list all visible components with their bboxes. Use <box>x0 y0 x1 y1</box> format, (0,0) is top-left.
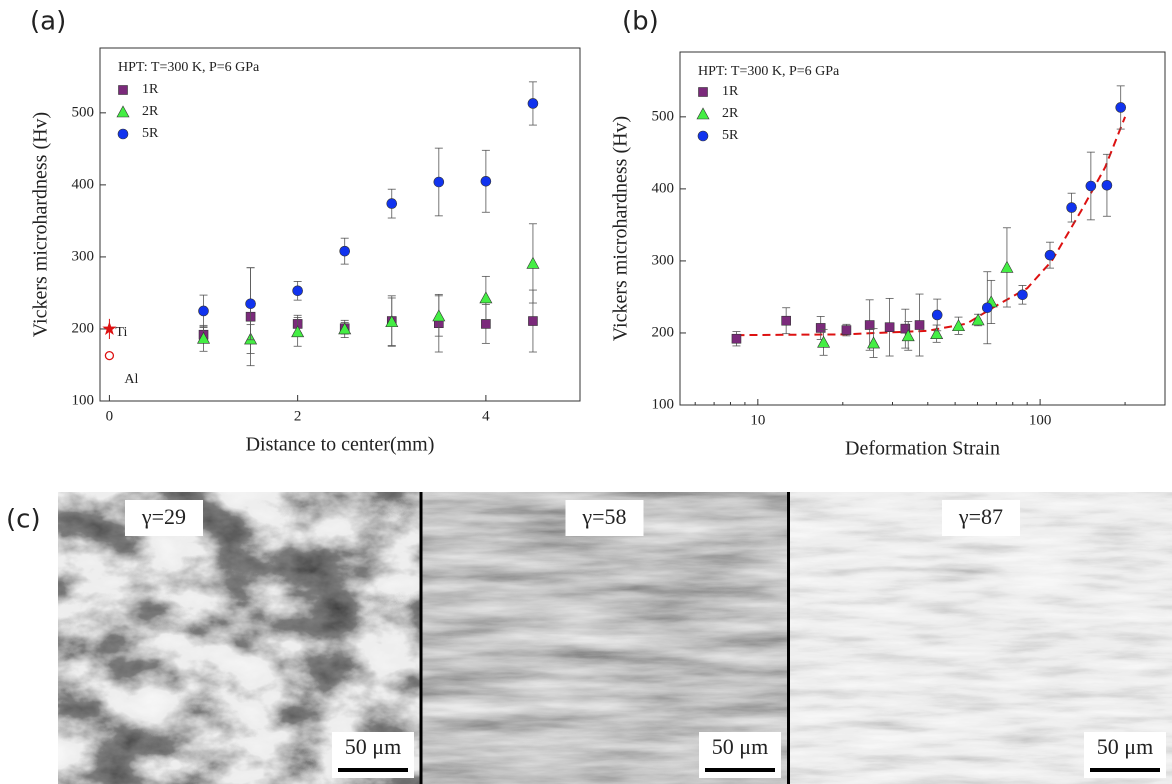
y-tick-label: 400 <box>652 180 675 196</box>
marker <box>291 325 305 338</box>
marker <box>1085 180 1097 192</box>
legend-label: 1R <box>142 82 159 97</box>
marker <box>1017 289 1028 301</box>
micrographs: (c) γ=29 50 μm γ=58 50 μm γ=87 50 μm <box>6 492 1172 784</box>
marker <box>864 320 875 330</box>
marker <box>884 322 895 332</box>
y-tick-label: 200 <box>72 320 95 336</box>
y-tick-label: 200 <box>652 324 675 340</box>
y-tick-label: 100 <box>652 396 675 412</box>
marker <box>914 320 925 330</box>
marker <box>292 285 303 297</box>
marker <box>527 98 539 109</box>
marker <box>528 316 538 326</box>
scale-label: 50 μm <box>712 734 768 759</box>
marker <box>1000 260 1014 273</box>
marker <box>338 322 352 335</box>
y-tick-label: 500 <box>72 104 95 120</box>
panel-label: (b) <box>622 7 659 37</box>
x-tick-label: 0 <box>106 408 114 424</box>
marker <box>385 315 399 328</box>
marker <box>1115 102 1127 113</box>
marker <box>817 335 831 348</box>
point-label: Ti <box>115 325 127 340</box>
point-label: Al <box>124 372 138 387</box>
marker <box>339 245 351 257</box>
plot-frame <box>99 47 581 402</box>
marker <box>479 291 493 304</box>
charts: (a) 100 200 300 400 500 0 2 4 Distance to center(… <box>30 7 1166 460</box>
marker <box>1101 179 1113 191</box>
marker <box>1066 202 1077 213</box>
marker <box>117 128 129 140</box>
marker <box>841 325 852 335</box>
y-tick-label: 400 <box>72 176 95 192</box>
y-axis-label: Vickers microhardness (Hv) <box>30 112 52 337</box>
marker <box>781 315 791 326</box>
marker <box>698 87 708 97</box>
marker <box>1044 249 1056 261</box>
micrograph-label: γ=58 <box>581 504 626 529</box>
label-box <box>942 500 1020 536</box>
marker <box>116 105 130 118</box>
marker <box>867 336 881 349</box>
scale-label: 50 μm <box>1097 734 1153 759</box>
marker <box>104 350 115 361</box>
marker <box>432 309 446 322</box>
legend-label: 5R <box>722 128 739 143</box>
fit-curve <box>736 116 1127 337</box>
marker <box>931 309 943 321</box>
marker <box>526 256 540 269</box>
marker <box>697 130 709 142</box>
marker <box>118 85 128 95</box>
marker <box>952 319 966 332</box>
micrograph-label: γ=87 <box>958 504 1003 529</box>
y-tick-label: 300 <box>652 252 675 268</box>
scale-label: 50 μm <box>345 734 401 759</box>
marker <box>971 313 985 326</box>
x-axis-label: Deformation Strain <box>845 438 1000 460</box>
marker <box>731 333 742 344</box>
x-axis-label: Distance to center(mm) <box>246 434 435 456</box>
marker <box>198 305 209 317</box>
x-tick-label: 2 <box>294 408 302 424</box>
micrograph-label: γ=29 <box>141 504 186 529</box>
marker <box>102 321 117 335</box>
marker <box>930 327 944 339</box>
label-box <box>125 500 203 536</box>
marker <box>696 107 710 120</box>
marker <box>981 302 993 314</box>
panel-label: (a) <box>30 7 66 37</box>
x-tick-label: 4 <box>482 408 490 424</box>
legend-label: 2R <box>722 106 739 121</box>
legend-title: HPT: T=300 K, P=6 GPa <box>698 64 840 79</box>
x-tick-label: 10 <box>750 412 765 428</box>
marker <box>245 298 256 310</box>
panel-label: (c) <box>6 505 41 535</box>
x-tick-label: 100 <box>1029 412 1052 428</box>
y-axis-label: Vickers microhardness (Hv) <box>610 116 632 341</box>
y-tick-label: 100 <box>72 392 95 408</box>
chart: (a) 100 200 300 400 500 0 2 4 Distance to center(… <box>30 7 581 456</box>
marker <box>815 323 826 333</box>
marker <box>480 175 492 187</box>
plot-frame <box>679 51 1166 406</box>
marker <box>901 329 915 342</box>
marker <box>197 331 211 344</box>
marker <box>481 319 491 329</box>
marker <box>900 323 911 334</box>
label-box <box>565 500 644 536</box>
y-tick-label: 500 <box>652 108 675 124</box>
legend-label: 2R <box>142 104 159 119</box>
legend-label: 5R <box>142 126 159 141</box>
y-tick-label: 300 <box>72 248 95 264</box>
legend-label: 1R <box>722 84 739 99</box>
marker <box>433 176 445 188</box>
chart: (b) 100 200 300 400 500 10 100 Deformation Strai… <box>610 7 1166 460</box>
marker <box>386 198 398 209</box>
legend-title: HPT: T=300 K, P=6 GPa <box>118 60 260 75</box>
